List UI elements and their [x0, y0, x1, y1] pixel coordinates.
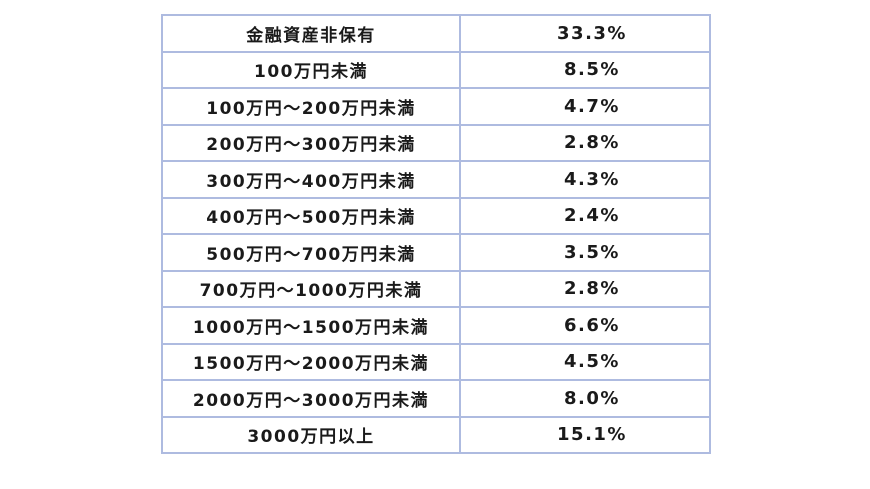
- row-label: 300万円～400万円未満: [161, 160, 461, 199]
- table-row: 700万円～1000万円未満 2.8%: [161, 269, 711, 308]
- row-value: 33.3%: [459, 14, 711, 53]
- row-value: 6.6%: [459, 306, 711, 345]
- row-label: 3000万円以上: [161, 415, 461, 454]
- table-row: 1500万円～2000万円未満 4.5%: [161, 342, 711, 381]
- row-value: 4.3%: [459, 160, 711, 199]
- table-row: 1000万円～1500万円未満 6.6%: [161, 306, 711, 345]
- row-label: 700万円～1000万円未満: [161, 269, 461, 308]
- table-row: 400万円～500万円未満 2.4%: [161, 196, 711, 235]
- row-label: 100万円未満: [161, 50, 461, 89]
- row-label: 1000万円～1500万円未満: [161, 306, 461, 345]
- table-row: 金融資産非保有 33.3%: [161, 14, 711, 53]
- row-value: 2.8%: [459, 123, 711, 162]
- table-row: 2000万円～3000万円未満 8.0%: [161, 379, 711, 418]
- row-label: 400万円～500万円未満: [161, 196, 461, 235]
- row-value: 3.5%: [459, 233, 711, 272]
- table-row: 300万円～400万円未満 4.3%: [161, 160, 711, 199]
- row-value: 8.0%: [459, 379, 711, 418]
- table-row: 100万円未満 8.5%: [161, 50, 711, 89]
- row-label: 1500万円～2000万円未満: [161, 342, 461, 381]
- row-value: 4.5%: [459, 342, 711, 381]
- row-label: 金融資産非保有: [161, 14, 461, 53]
- row-value: 2.4%: [459, 196, 711, 235]
- row-value: 8.5%: [459, 50, 711, 89]
- asset-distribution-table: 金融資産非保有 33.3% 100万円未満 8.5% 100万円～200万円未満…: [161, 14, 711, 454]
- row-value: 4.7%: [459, 87, 711, 126]
- table-row: 3000万円以上 15.1%: [161, 415, 711, 454]
- row-value: 2.8%: [459, 269, 711, 308]
- row-label: 100万円～200万円未満: [161, 87, 461, 126]
- table-row: 500万円～700万円未満 3.5%: [161, 233, 711, 272]
- row-label: 500万円～700万円未満: [161, 233, 461, 272]
- table-row: 100万円～200万円未満 4.7%: [161, 87, 711, 126]
- table-row: 200万円～300万円未満 2.8%: [161, 123, 711, 162]
- row-label: 2000万円～3000万円未満: [161, 379, 461, 418]
- row-value: 15.1%: [459, 415, 711, 454]
- table-body: 金融資産非保有 33.3% 100万円未満 8.5% 100万円～200万円未満…: [161, 14, 711, 454]
- row-label: 200万円～300万円未満: [161, 123, 461, 162]
